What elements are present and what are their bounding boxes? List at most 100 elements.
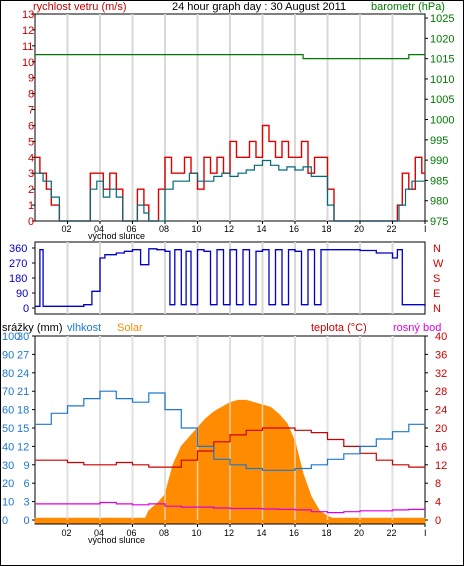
x-tick-label: 16 (289, 224, 299, 234)
temperature-tick-label: 24 (435, 405, 447, 417)
temperature-tick-label: 20 (435, 423, 447, 435)
y-right-tick-label: 975 (430, 216, 448, 228)
chart-title: 24 hour graph day : 30 August 2011 (172, 1, 346, 13)
dew-series-line (35, 501, 425, 514)
humidity-tick-label: 30 (2, 460, 14, 472)
x-tick-label: 16 (289, 528, 299, 538)
sunrise-label: východ slunce (88, 231, 145, 241)
humidity-tick-label: 100 (2, 331, 20, 343)
compass-label: S (433, 273, 440, 285)
speed-series-line (35, 159, 425, 222)
humidity-tick-label: 0 (2, 515, 8, 527)
humidity-tick-label: 80 (2, 368, 14, 380)
y-left-tick-label: 12 (22, 25, 34, 37)
x-tick-label: 04 (94, 528, 104, 538)
y-left-tick-label: 13 (22, 9, 34, 21)
x-tick-label: 10 (192, 224, 202, 234)
x-tick-label: 14 (257, 528, 267, 538)
temperature-tick-label: 12 (435, 460, 447, 472)
x-tick-label: 22 (387, 224, 397, 234)
x-tick-label: 20 (354, 528, 364, 538)
temperature-tick-label: 8 (435, 478, 441, 490)
x-tick-label: 10 (192, 528, 202, 538)
x-tick-label: 18 (322, 528, 332, 538)
dewpoint-axis-title: rosný bod (393, 322, 441, 334)
y-right-tick-label: 995 (430, 135, 448, 147)
compass-label: N (433, 243, 441, 255)
rain-tick-label: 3 (24, 497, 30, 509)
humidity-tick-label: 50 (2, 423, 14, 435)
temperature-tick-label: 16 (435, 441, 447, 453)
y-right-tick-label: 1000 (430, 115, 454, 127)
x-tick-label: I (424, 528, 427, 538)
temperature-humidity-panel: 02 04 06 08 10 12 14 16 18 20 22 I01020304050607080… (2, 322, 447, 545)
y-left-tick-label: 9 (28, 73, 34, 85)
rain-axis-title: srážky (mm) (2, 322, 63, 334)
x-tick-label: 02 (62, 224, 72, 234)
y-left-tick-label: 2 (28, 184, 34, 196)
x-tick-label: 08 (159, 528, 169, 538)
x-tick-label: 20 (354, 224, 364, 234)
x-tick-label: 18 (322, 224, 332, 234)
sunrise-label-bottom: východ slunce (88, 535, 145, 545)
x-tick-label: 02 (62, 528, 72, 538)
temperature-tick-label: 4 (435, 497, 441, 509)
humidity-tick-label: 40 (2, 441, 14, 453)
x-tick-label: 12 (224, 528, 234, 538)
rain-tick-label: 0 (24, 515, 30, 527)
humidity-tick-label: 90 (2, 349, 14, 361)
y-left-tick-label: 4 (28, 152, 34, 164)
temperature-tick-label: 32 (435, 368, 447, 380)
x-tick-label: 14 (257, 224, 267, 234)
rain-tick-label: 21 (17, 386, 29, 398)
x-tick-label: 06 (127, 224, 137, 234)
pressure-series-line (35, 54, 425, 60)
y-left-tick-label: 6 (28, 120, 34, 132)
y-left-tick-label: 360 (9, 243, 27, 255)
rain-tick-label: 24 (17, 368, 29, 380)
temperature-tick-label: 28 (435, 386, 447, 398)
rain-tick-label: 30 (17, 331, 29, 343)
x-tick-label: 22 (387, 528, 397, 538)
y-left-tick-label: 0 (23, 303, 29, 315)
rain-tick-label: 6 (24, 478, 30, 490)
rain-tick-label: 12 (17, 441, 29, 453)
compass-label: N (433, 303, 441, 315)
x-tick-label: 12 (224, 224, 234, 234)
rain-tick-label: 27 (17, 349, 29, 361)
y-right-tick-label: 1020 (430, 33, 454, 45)
humidity-series-line (35, 390, 425, 471)
x-tick-label: I (424, 224, 427, 234)
gust-series-line (35, 124, 425, 222)
y-right-tick-label: 985 (430, 175, 448, 187)
y-left-tick-label: 90 (16, 288, 28, 300)
humidity-tick-label: 20 (2, 478, 14, 490)
y-left-tick-label: 0 (28, 216, 34, 228)
rain-tick-label: 18 (17, 405, 29, 417)
y-right-tick-label: 1005 (430, 94, 454, 106)
humidity-tick-label: 70 (2, 386, 14, 398)
y-left-tick-label: 180 (9, 273, 27, 285)
temperature-tick-label: 40 (435, 331, 447, 343)
y-left-tick-label: 10 (22, 57, 34, 69)
compass-label: W (433, 258, 444, 270)
solar-axis-title: Solar (117, 322, 143, 334)
humidity-axis-title: vlhkost (67, 322, 101, 334)
y-left-tick-label: 3 (28, 168, 34, 180)
y-left-tick-label: 11 (22, 41, 33, 53)
y-right-tick-label: 980 (430, 196, 448, 208)
temperature-axis-title: teplota (°C) (311, 322, 367, 334)
direction-series-line (35, 248, 426, 307)
rain-tick-label: 9 (24, 460, 30, 472)
y-left-tick-label: 5 (28, 136, 34, 148)
humidity-tick-label: 10 (2, 497, 14, 509)
humidity-tick-label: 60 (2, 405, 14, 417)
right-axis-title: barometr (hPa) (371, 1, 445, 13)
compass-label: E (433, 288, 440, 300)
y-left-tick-label: 270 (9, 258, 27, 270)
y-left-tick-label: 7 (28, 105, 34, 117)
y-right-tick-label: 990 (430, 155, 448, 167)
y-right-tick-label: 1010 (430, 74, 454, 86)
temperature-tick-label: 36 (435, 349, 447, 361)
